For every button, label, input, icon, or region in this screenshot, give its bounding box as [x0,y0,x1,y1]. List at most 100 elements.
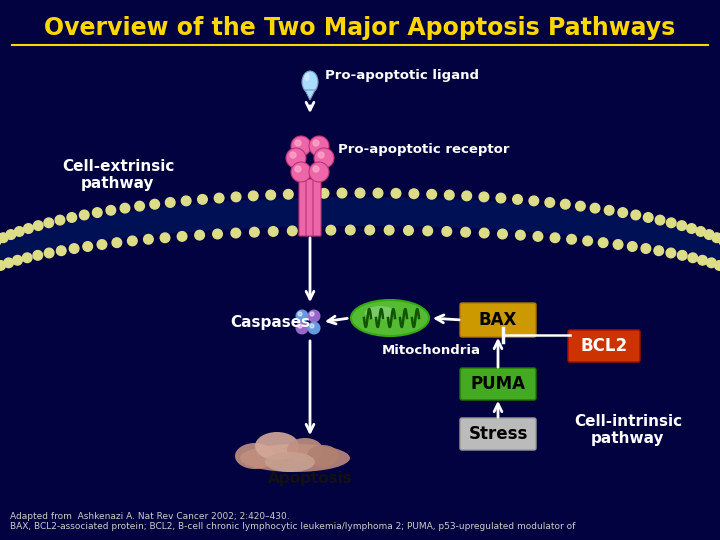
FancyBboxPatch shape [460,418,536,450]
Circle shape [33,221,43,231]
Circle shape [613,240,623,249]
Circle shape [479,192,489,201]
Circle shape [307,321,320,334]
Circle shape [56,246,66,255]
Text: Cell-extrinsic
pathway: Cell-extrinsic pathway [62,159,174,191]
Text: Adapted from  Ashkenazi A. Nat Rev Cancer 2002; 2:420–430.
BAX, BCL2-associated : Adapted from Ashkenazi A. Nat Rev Cancer… [10,512,575,531]
Circle shape [106,206,116,215]
Circle shape [44,218,53,227]
Circle shape [313,140,319,146]
Text: Caspases: Caspases [230,314,310,329]
Circle shape [326,225,336,235]
Circle shape [0,233,8,242]
Circle shape [696,227,706,237]
Text: Overview of the Two Major Apoptosis Pathways: Overview of the Two Major Apoptosis Path… [45,16,675,40]
Text: Pro-apoptotic ligand: Pro-apoptotic ligand [325,70,479,83]
Circle shape [313,166,319,172]
Circle shape [83,242,92,251]
Circle shape [391,188,401,198]
Circle shape [295,140,301,146]
Circle shape [698,255,707,265]
Circle shape [269,227,278,237]
Ellipse shape [307,445,339,467]
Circle shape [307,309,320,322]
Ellipse shape [265,452,315,472]
Text: Stress: Stress [468,425,528,443]
Circle shape [295,166,301,172]
Circle shape [33,251,42,260]
Circle shape [480,228,489,238]
Circle shape [250,227,259,237]
Circle shape [365,225,374,235]
Circle shape [513,194,522,204]
Circle shape [666,248,675,258]
Circle shape [212,229,222,239]
Circle shape [310,312,314,316]
FancyBboxPatch shape [460,368,536,400]
Circle shape [719,236,720,246]
Circle shape [24,224,33,233]
Circle shape [287,226,297,235]
Circle shape [55,215,65,225]
Circle shape [0,261,6,271]
Circle shape [97,240,107,249]
Circle shape [22,253,32,262]
Ellipse shape [351,300,429,336]
Circle shape [604,206,614,215]
Circle shape [667,218,676,227]
FancyBboxPatch shape [460,303,536,337]
Circle shape [462,191,472,201]
Circle shape [583,236,593,246]
Text: BAX: BAX [479,311,517,329]
Ellipse shape [287,438,323,462]
Circle shape [231,228,240,238]
Circle shape [284,190,293,199]
FancyBboxPatch shape [299,179,307,236]
Circle shape [567,234,577,244]
Circle shape [427,190,436,199]
Circle shape [706,258,716,268]
Circle shape [678,251,687,260]
Circle shape [295,321,308,334]
Circle shape [13,255,22,265]
Circle shape [590,204,600,213]
Circle shape [301,189,311,199]
Circle shape [404,226,413,235]
Circle shape [231,192,241,201]
Circle shape [143,234,153,244]
Circle shape [461,227,470,237]
Circle shape [628,242,637,251]
Circle shape [550,233,560,242]
Polygon shape [305,90,315,100]
Ellipse shape [365,306,395,320]
Circle shape [598,238,608,247]
Circle shape [409,189,419,199]
Circle shape [442,227,451,237]
Circle shape [120,204,130,213]
Circle shape [45,248,54,258]
Circle shape [641,244,651,253]
Circle shape [498,229,508,239]
Ellipse shape [255,432,299,460]
Circle shape [384,225,394,235]
Circle shape [529,196,539,206]
Circle shape [295,309,308,322]
Circle shape [177,232,187,241]
Text: BCL2: BCL2 [580,337,628,355]
Circle shape [290,152,296,158]
Circle shape [644,213,653,222]
Circle shape [291,162,311,182]
Circle shape [298,324,302,328]
Circle shape [704,230,714,239]
Circle shape [712,233,720,242]
Text: Cell-intrinsic
pathway: Cell-intrinsic pathway [574,414,682,446]
Circle shape [688,253,698,262]
Circle shape [355,188,365,198]
Circle shape [14,227,24,237]
Circle shape [560,199,570,209]
Circle shape [286,148,306,168]
Polygon shape [0,197,720,284]
Circle shape [318,152,324,158]
Circle shape [160,233,170,242]
Circle shape [319,188,329,198]
